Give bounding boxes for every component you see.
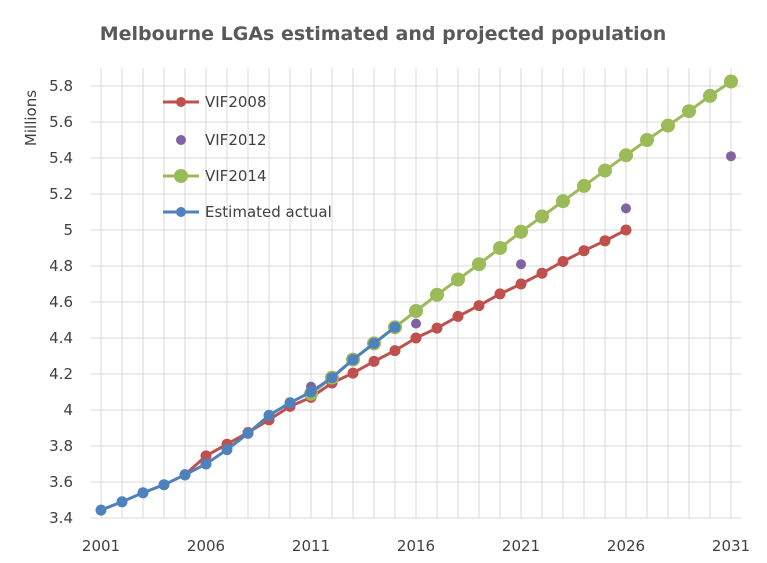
y-tick-label: 3.6 [49, 473, 73, 491]
data-point-vif2014 [451, 272, 465, 287]
data-point-vif2014 [598, 163, 612, 178]
x-tick-label: 2001 [82, 537, 120, 555]
y-tick-label: 5.2 [49, 185, 73, 203]
data-point-vif2008 [599, 235, 611, 247]
data-point-vif2014 [661, 118, 675, 133]
data-point-estimated-actual [326, 372, 338, 384]
y-tick-label: 5.8 [49, 77, 73, 95]
data-point-vif2008 [620, 224, 632, 236]
data-point-vif2008 [515, 278, 527, 290]
data-point-vif2014 [535, 209, 549, 224]
data-point-estimated-actual [179, 469, 191, 481]
x-tick-label: 2016 [397, 537, 435, 555]
data-point-vif2008 [452, 310, 464, 322]
data-point-vif2008 [557, 256, 569, 267]
data-point-vif2012 [726, 151, 736, 162]
data-point-vif2014 [556, 194, 570, 209]
chart-title: Melbourne LGAs estimated and projected p… [100, 23, 667, 45]
x-tick-label: 2006 [187, 537, 225, 555]
data-point-vif2008 [368, 355, 380, 367]
data-point-vif2014 [640, 133, 654, 147]
axis-ticks: 3.4 3.6 3.8 4 4.2 4.4 4.6 4.8 5 5.2 5.4 5.6 5.8 2001 2… [49, 77, 750, 555]
data-point-vif2014 [409, 304, 423, 318]
data-point-vif2008 [536, 267, 548, 279]
data-point-estimated-actual [95, 504, 107, 516]
data-point-vif2008 [578, 245, 590, 257]
legend-label-vif2008: VIF2008 [205, 93, 267, 111]
x-tick-label: 2021 [502, 537, 540, 555]
legend-label-vif2014: VIF2014 [205, 167, 267, 185]
y-tick-label: 3.4 [49, 509, 73, 527]
data-point-estimated-actual [389, 321, 401, 333]
y-tick-label: 3.8 [49, 437, 73, 455]
y-tick-label: 4.6 [49, 293, 73, 311]
data-point-estimated-actual [242, 427, 254, 439]
data-point-estimated-actual [284, 397, 296, 409]
legend-marker-vif2014 [174, 169, 188, 183]
data-point-vif2014 [619, 148, 633, 163]
data-point-vif2014 [493, 241, 507, 255]
y-tick-label: 4.8 [49, 257, 73, 275]
y-tick-label: 4.4 [49, 329, 73, 347]
data-point-vif2012 [411, 318, 421, 329]
data-point-vif2014 [724, 74, 738, 89]
data-point-estimated-actual [221, 444, 233, 456]
data-point-vif2012 [516, 259, 526, 270]
data-point-estimated-actual [200, 458, 212, 470]
data-point-estimated-actual [368, 337, 380, 349]
y-tick-label: 4.2 [49, 365, 73, 383]
data-point-estimated-actual [347, 354, 359, 366]
legend: VIF2008 VIF2012 VIF2014 Estimated actual [163, 93, 332, 221]
y-tick-label: 5.6 [49, 113, 73, 131]
data-point-vif2012 [621, 203, 631, 214]
data-point-vif2014 [682, 104, 696, 119]
data-point-vif2008 [347, 367, 359, 379]
y-tick-label: 5.4 [49, 149, 73, 167]
data-point-estimated-actual [158, 479, 170, 491]
legend-marker-vif2012 [176, 135, 186, 145]
legend-label-vif2012: VIF2012 [205, 131, 267, 149]
data-point-vif2008 [389, 345, 401, 357]
y-tick-label: 5 [63, 221, 73, 239]
x-tick-label: 2031 [712, 537, 750, 555]
series-line-vif2008 [183, 228, 627, 476]
data-point-estimated-actual [305, 386, 317, 398]
data-point-estimated-actual [137, 487, 149, 499]
x-tick-label: 2026 [607, 537, 645, 555]
y-tick-label: 4 [63, 401, 73, 419]
data-point-estimated-actual [263, 409, 275, 421]
series-layer [95, 74, 738, 516]
data-point-vif2008 [494, 288, 506, 300]
data-point-vif2014 [430, 287, 444, 302]
data-point-vif2014 [703, 88, 717, 103]
x-tick-label: 2011 [292, 537, 330, 555]
y-axis-label: Millions [22, 90, 40, 146]
data-point-vif2008 [200, 450, 212, 462]
data-point-vif2014 [514, 224, 528, 239]
legend-label-estimated-actual: Estimated actual [205, 203, 332, 221]
data-point-estimated-actual [116, 496, 128, 508]
gridlines [91, 68, 741, 519]
data-point-vif2008 [431, 322, 443, 334]
data-point-vif2014 [577, 178, 591, 193]
data-point-vif2014 [472, 257, 486, 272]
data-point-vif2008 [473, 300, 485, 312]
legend-marker-estimated-actual [176, 207, 186, 217]
data-point-vif2008 [410, 332, 422, 344]
legend-marker-vif2008 [176, 97, 186, 107]
